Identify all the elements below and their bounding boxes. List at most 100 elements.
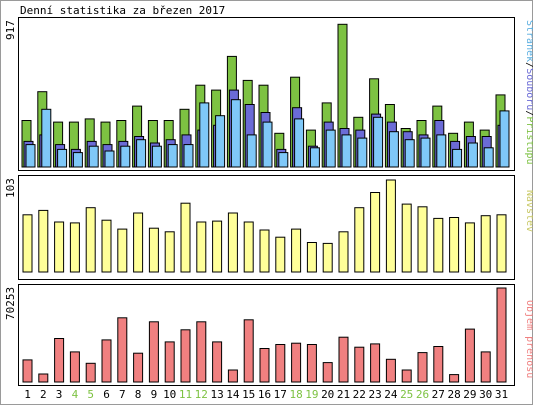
pages-bar xyxy=(215,115,226,168)
visits-bar xyxy=(480,215,491,273)
kbytes-bar xyxy=(306,344,317,383)
visits-bar xyxy=(117,228,128,273)
kbytes-bar xyxy=(480,351,491,383)
visits-bar xyxy=(212,220,223,273)
day-label: 18 xyxy=(289,388,302,401)
pages-bar xyxy=(467,142,478,168)
day-label: 28 xyxy=(447,388,460,401)
legend-sep-1: / xyxy=(524,62,533,68)
pages-bar xyxy=(325,129,336,168)
day-label: 23 xyxy=(368,388,381,401)
kbytes-bar xyxy=(401,369,412,383)
pages-bar xyxy=(199,102,210,168)
kbytes-bar xyxy=(133,352,144,383)
visits-bar xyxy=(496,214,507,273)
day-labels: 1 2 3 4 5 6 7 8 9 10 11 12 13 14 15 16 17 18 19 20 21 22 23 24 2… xyxy=(24,388,508,401)
day-label: 3 xyxy=(56,388,63,401)
visits-bar xyxy=(22,214,33,273)
kbytes-bar xyxy=(85,362,96,383)
day-label: 17 xyxy=(274,388,287,401)
day-label: 15 xyxy=(242,388,255,401)
legend-pages: Stránek xyxy=(524,20,533,62)
day-label: 30 xyxy=(479,388,492,401)
kbytes-bar xyxy=(433,346,444,383)
visits-bar xyxy=(69,222,80,273)
visits-bar xyxy=(338,231,349,273)
legend-hits: Přístupů xyxy=(524,116,533,164)
pages-bar xyxy=(499,110,510,168)
day-label: 29 xyxy=(463,388,476,401)
pages-bar xyxy=(25,144,36,168)
pages-bar xyxy=(120,145,131,168)
visits-bar xyxy=(464,222,475,273)
day-label: 20 xyxy=(321,388,334,401)
pages-bar xyxy=(388,131,399,168)
visits-bar xyxy=(385,179,396,273)
kbytes-bar xyxy=(322,362,333,383)
legend-sep-2: / xyxy=(524,110,533,116)
pages-bar xyxy=(373,116,384,168)
pages-bar xyxy=(104,150,115,168)
kbytes-bar xyxy=(417,352,428,383)
pages-bar xyxy=(183,144,194,168)
visits-bar xyxy=(449,217,460,273)
day-label: 24 xyxy=(384,388,398,401)
day-label: 22 xyxy=(353,388,366,401)
kbytes-bar xyxy=(464,328,475,383)
kbytes-bar xyxy=(38,373,49,383)
visits-bar xyxy=(417,206,428,273)
kbytes-bar xyxy=(180,329,191,383)
kbytes-ymax-label: 70253 xyxy=(4,287,17,320)
kbytes-bar xyxy=(385,358,396,383)
kbytes-bar xyxy=(22,359,33,383)
day-label: 4 xyxy=(72,388,79,401)
day-label: 13 xyxy=(210,388,223,401)
visits-bar xyxy=(370,192,381,273)
day-label: 2 xyxy=(40,388,47,401)
kbytes-bar xyxy=(227,369,238,383)
kbytes-bar xyxy=(148,321,159,383)
kbytes-bar xyxy=(117,317,128,383)
visits-bar xyxy=(148,227,159,273)
visits-panel xyxy=(18,175,515,280)
day-label: 16 xyxy=(258,388,271,401)
day-label: 21 xyxy=(337,388,350,401)
kbytes-bar xyxy=(164,341,175,383)
kbytes-bar xyxy=(243,319,254,383)
pages-bar xyxy=(167,144,178,168)
pages-bar xyxy=(309,147,320,168)
kbytes-legend: Objem přenosu xyxy=(524,300,533,378)
pages-bar xyxy=(436,134,447,168)
kbytes-bar xyxy=(370,343,381,383)
visits-bar xyxy=(275,236,286,273)
visits-bar xyxy=(433,217,444,273)
pages-bar xyxy=(246,134,257,168)
kbytes-bar xyxy=(354,346,365,383)
visits-bar xyxy=(196,221,207,273)
visits-bar xyxy=(259,229,270,273)
visits-bar xyxy=(291,228,302,273)
pages-bar xyxy=(483,147,494,168)
day-label: 1 xyxy=(24,388,31,401)
visits-bar xyxy=(354,207,365,273)
pages-bar xyxy=(341,134,352,168)
day-label: 6 xyxy=(103,388,110,401)
kbytes-bar xyxy=(69,351,80,383)
pages-bar xyxy=(72,152,83,168)
bars-layer xyxy=(21,23,510,383)
visits-bar xyxy=(164,231,175,273)
visits-bar xyxy=(227,212,238,273)
day-label: 10 xyxy=(163,388,176,401)
pages-bar xyxy=(420,137,431,168)
pages-bar xyxy=(57,148,68,168)
visits-bar xyxy=(322,242,333,273)
day-label: 8 xyxy=(135,388,142,401)
hits-legend: Stránek/Souborů/Přístupů xyxy=(524,20,533,165)
kbytes-bar xyxy=(212,341,223,383)
kbytes-bar xyxy=(275,344,286,383)
kbytes-bar xyxy=(259,348,270,383)
visits-ymax-label: 103 xyxy=(4,178,17,198)
pages-bar xyxy=(230,99,241,168)
day-label: 26 xyxy=(416,388,429,401)
